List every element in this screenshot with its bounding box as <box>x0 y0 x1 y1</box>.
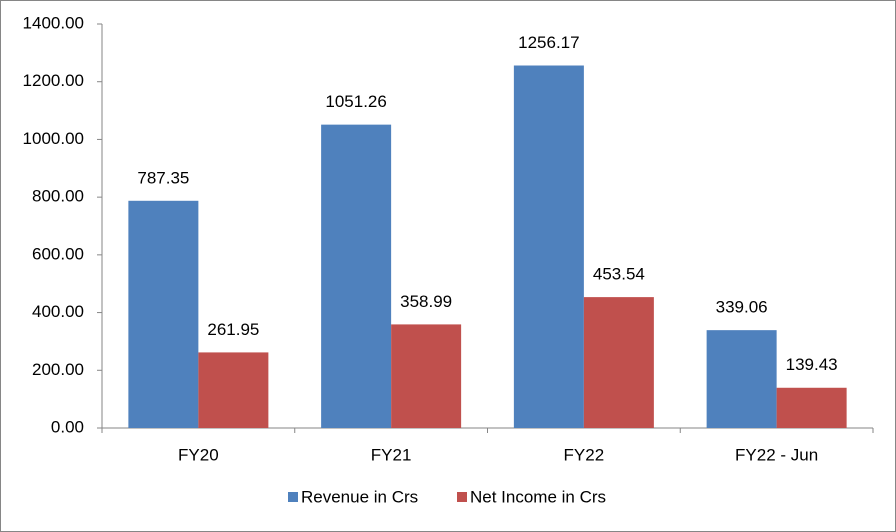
value-label: 339.06 <box>716 298 768 317</box>
legend-label: Net Income in Crs <box>470 487 606 506</box>
value-label: 787.35 <box>137 168 189 187</box>
value-label: 358.99 <box>400 292 452 311</box>
bar <box>583 297 654 428</box>
bar <box>391 324 462 428</box>
bar <box>321 124 392 428</box>
y-tick-label: 200.00 <box>32 360 84 379</box>
bar <box>198 352 269 428</box>
legend-swatch <box>288 492 298 502</box>
value-label: 1051.26 <box>325 92 386 111</box>
bar <box>513 65 584 429</box>
legend-swatch <box>457 492 467 502</box>
x-tick-label: FY21 <box>371 445 412 464</box>
legend-label: Revenue in Crs <box>301 487 418 506</box>
y-tick-label: 600.00 <box>32 244 84 263</box>
value-label: 261.95 <box>207 320 259 339</box>
y-tick-label: 800.00 <box>32 187 84 206</box>
x-tick-label: FY22 - Jun <box>735 445 818 464</box>
bar <box>776 387 847 428</box>
y-tick-label: 0.00 <box>51 417 84 436</box>
y-tick-label: 1000.00 <box>23 129 84 148</box>
value-label: 453.54 <box>593 265 645 284</box>
y-tick-label: 400.00 <box>32 302 84 321</box>
x-tick-label: FY22 <box>564 445 605 464</box>
value-label: 1256.17 <box>518 33 579 52</box>
x-tick-label: FY20 <box>178 445 219 464</box>
y-tick-label: 1400.00 <box>23 13 84 32</box>
y-tick-label: 1200.00 <box>23 71 84 90</box>
value-label: 139.43 <box>786 355 838 374</box>
bar <box>128 200 199 428</box>
bar <box>706 330 777 428</box>
